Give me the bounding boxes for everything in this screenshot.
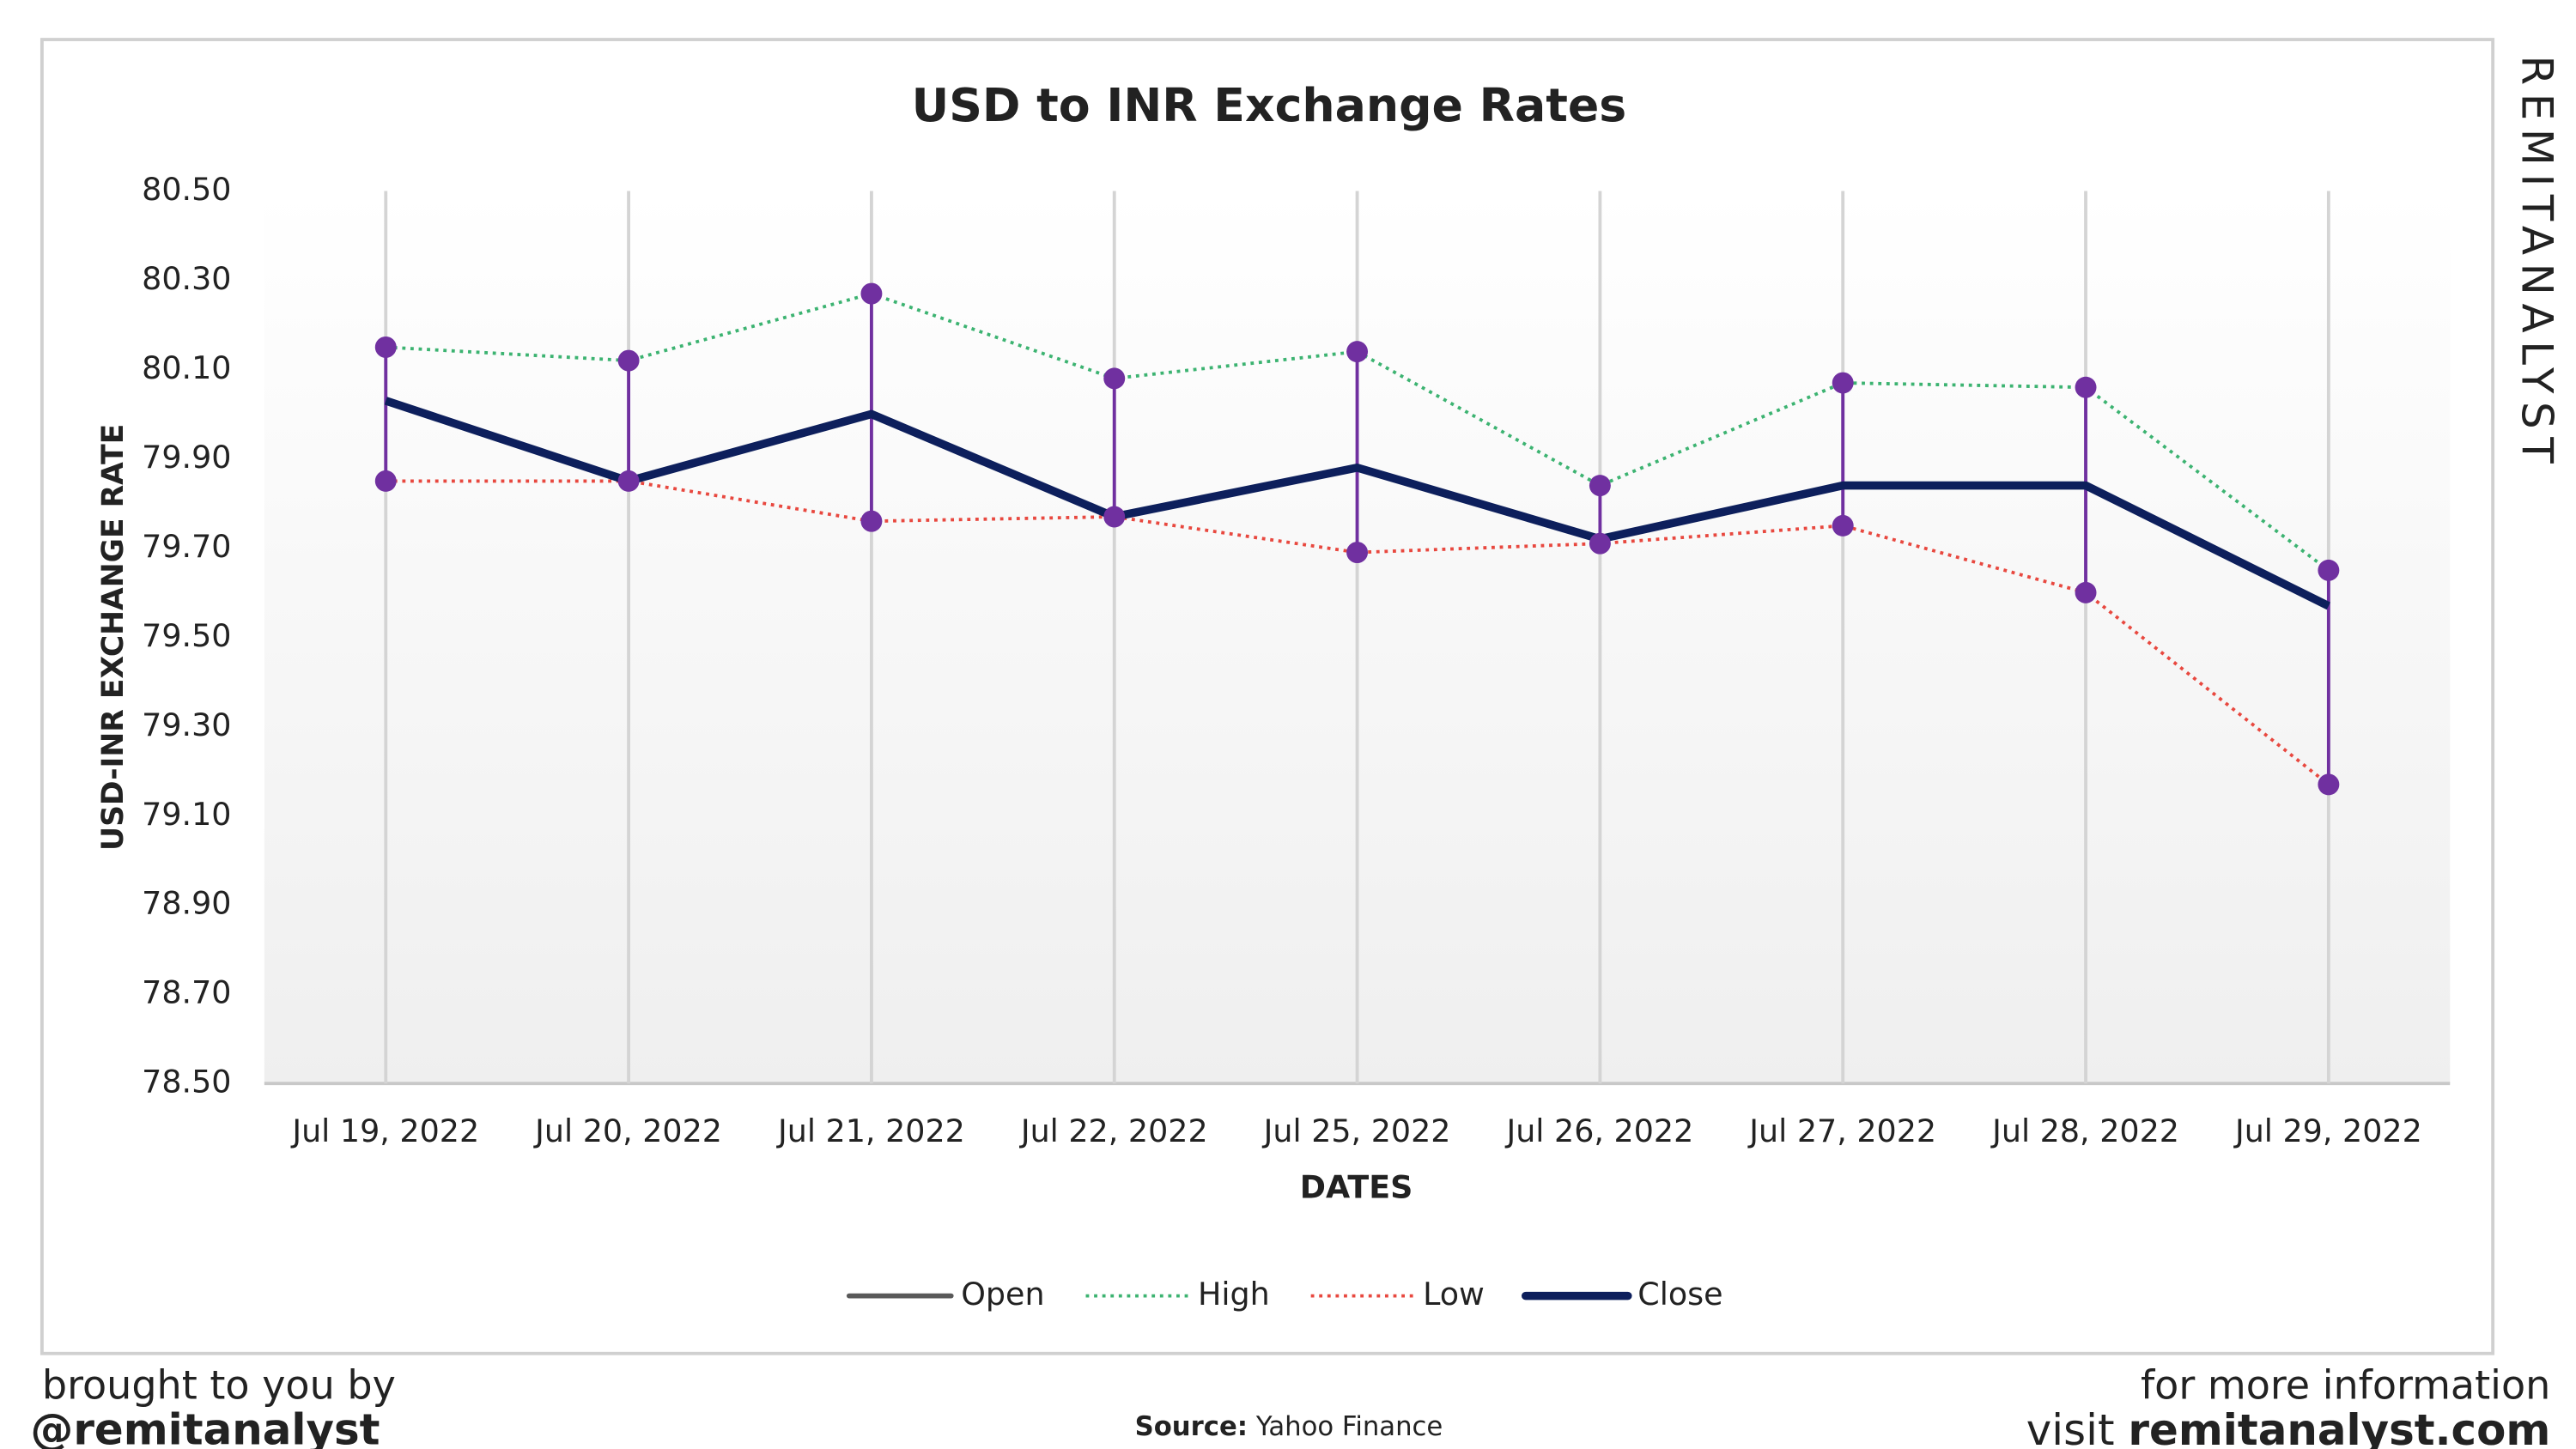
x-tick-label: Jul 19, 2022	[290, 1113, 479, 1149]
y-tick-label: 80.50	[142, 171, 231, 208]
high-low-marker	[1346, 542, 1369, 564]
chart-title: USD to INR Exchange Rates	[912, 78, 1627, 132]
y-tick-label: 79.10	[142, 796, 231, 833]
source: Source: Yahoo Finance	[1135, 1412, 1443, 1442]
legend-label: High	[1198, 1276, 1270, 1313]
y-tick-label: 80.10	[142, 349, 231, 386]
x-tick-label: Jul 25, 2022	[1262, 1113, 1451, 1149]
footer-right-line1: for more information	[2141, 1362, 2550, 1409]
series-line	[386, 479, 2330, 786]
high-low-marker	[860, 282, 883, 305]
y-tick-label: 79.70	[142, 528, 231, 565]
high-low-marker	[1589, 532, 1611, 555]
high-low-marker	[2075, 581, 2097, 603]
high-low-marker	[1103, 506, 1126, 528]
y-tick-label: 80.30	[142, 260, 231, 297]
footer-left-line2: @remitanalyst	[30, 1404, 380, 1449]
x-axis-label: DATES	[1300, 1168, 1413, 1205]
brand: REMITANALYST	[2512, 56, 2562, 472]
footer-left-line1: brought to you by	[42, 1362, 396, 1409]
y-tick-label: 79.90	[142, 439, 231, 476]
x-tick-label: Jul 28, 2022	[1990, 1113, 2179, 1149]
high-low-marker	[1832, 372, 1854, 394]
legend-label: Low	[1423, 1276, 1485, 1313]
high-low-marker	[374, 470, 397, 492]
high-low-marker	[1589, 475, 1611, 497]
legend-label: Close	[1637, 1276, 1722, 1313]
y-tick-label: 79.30	[142, 706, 231, 743]
high-low-marker	[374, 336, 397, 358]
x-tick-label: Jul 26, 2022	[1504, 1113, 1693, 1149]
high-low-marker	[617, 349, 640, 372]
high-low-marker	[2318, 773, 2340, 796]
x-tick-label: Jul 29, 2022	[2233, 1113, 2422, 1149]
high-low-marker	[2318, 559, 2340, 581]
footer-right-line2: visit remitanalyst.com	[2026, 1404, 2550, 1449]
footer-site: remitanalyst.com	[2128, 1404, 2550, 1449]
source-label: Source:	[1135, 1412, 1248, 1442]
footer-visit: visit	[2026, 1404, 2115, 1449]
high-low-marker	[860, 510, 883, 532]
series-line	[384, 397, 2331, 610]
y-tick-label: 78.70	[142, 974, 231, 1011]
source-text: Yahoo Finance	[1255, 1412, 1443, 1442]
high-low-marker	[1346, 341, 1369, 363]
high-low-marker	[1103, 367, 1126, 390]
legend-label: Open	[961, 1276, 1044, 1313]
y-tick-label: 78.50	[142, 1064, 231, 1100]
high-low-marker	[2075, 376, 2097, 398]
y-axis-label: USD-INR EXCHANGE RATE	[96, 424, 131, 851]
y-tick-label: 78.90	[142, 885, 231, 922]
high-low-marker	[1832, 514, 1854, 537]
x-tick-label: Jul 20, 2022	[533, 1113, 722, 1149]
x-tick-label: Jul 22, 2022	[1019, 1113, 1208, 1149]
high-low-marker	[617, 470, 640, 492]
x-tick-label: Jul 21, 2022	[776, 1113, 965, 1149]
x-tick-label: Jul 27, 2022	[1747, 1113, 1936, 1149]
y-tick-label: 79.50	[142, 617, 231, 654]
